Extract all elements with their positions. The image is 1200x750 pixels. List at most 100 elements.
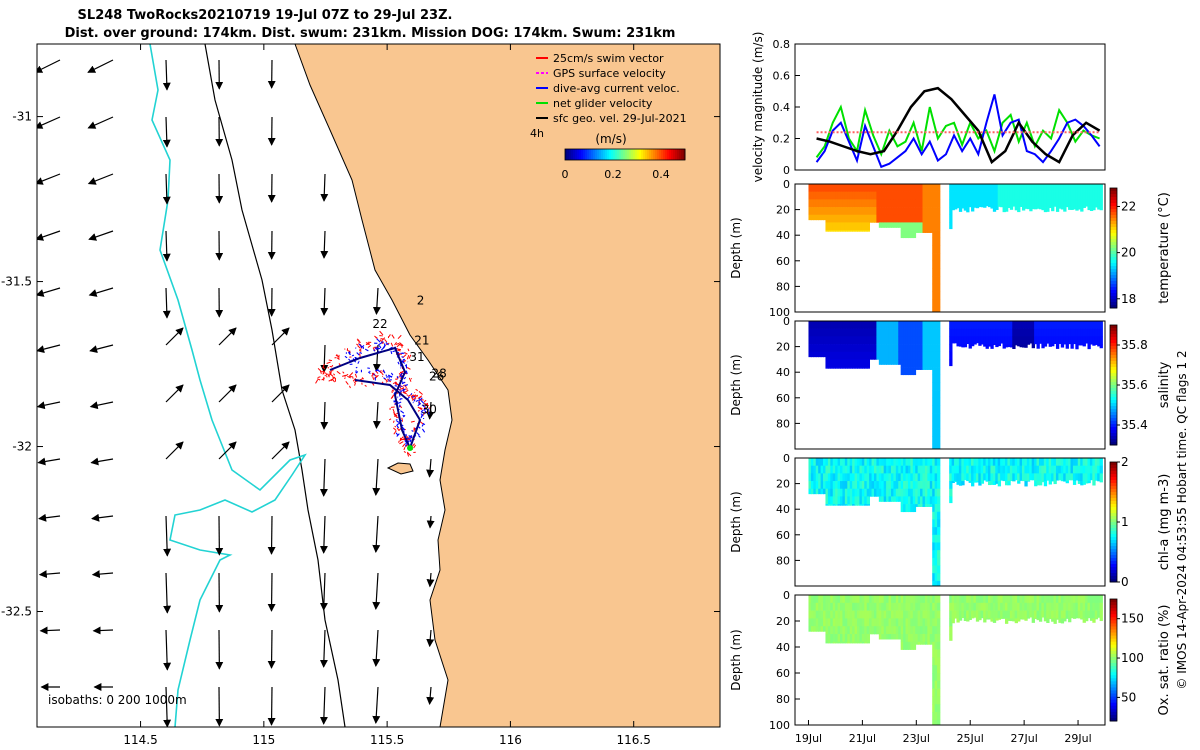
heatmap-cell [830, 481, 834, 490]
heatmap-cell [815, 344, 820, 353]
heatmap-cell [810, 328, 815, 337]
heatmap-cell [842, 351, 846, 360]
heatmap-cell [937, 634, 941, 643]
heatmap-cell [852, 504, 856, 506]
heatmap-colorbar-cell [1110, 576, 1117, 580]
heatmap-cell [954, 199, 958, 208]
heatmap-cell [898, 336, 902, 345]
heatmap-cell [1017, 336, 1021, 345]
heatmap-cell [818, 199, 822, 208]
heatmap-cell [990, 618, 994, 622]
heatmap-cell [857, 626, 861, 635]
heatmap-cell [920, 626, 924, 635]
heatmap-colorbar-tick-label: 20 [1121, 246, 1136, 260]
map-ytick-label: -32.5 [1, 605, 32, 619]
heatmap-cell [866, 191, 871, 200]
dive-avg-vector [418, 401, 420, 405]
heatmap-cell [1043, 465, 1048, 474]
heatmap-cell [886, 488, 890, 497]
heatmap-cell [847, 488, 851, 497]
heatmap-cell [937, 673, 941, 682]
heatmap-cell [922, 336, 926, 345]
heatmap-cell [1000, 199, 1004, 208]
heatmap-cell [1053, 199, 1057, 207]
heatmap-colorbar-cell [1110, 605, 1117, 609]
heatmap-cell [1021, 328, 1026, 337]
heatmap-cell [929, 336, 934, 345]
geo-arrow [37, 173, 61, 185]
swim-vector [317, 367, 322, 372]
heatmap-cell [827, 222, 832, 231]
heatmap-cell [932, 465, 936, 474]
heatmap-cell [922, 222, 926, 231]
heatmap-cell [922, 473, 926, 482]
heatmap-cell [924, 367, 929, 370]
heatmap-colorbar-cell [1110, 421, 1117, 425]
heatmap-cell [837, 610, 841, 619]
heatmap-cell [873, 488, 878, 497]
heatmap-cell [1094, 344, 1099, 345]
heatmap-cell [1072, 481, 1077, 485]
dive-avg-vector [351, 354, 355, 357]
heatmap-cell [895, 199, 900, 208]
heatmap-cell [1060, 184, 1065, 192]
heatmap-cell [900, 321, 904, 329]
swim-vector [428, 407, 432, 409]
heatmap-cell [876, 328, 880, 337]
heatmap-cell [920, 634, 924, 643]
heatmap-colorbar-cell [1110, 325, 1117, 329]
heatmap-cell [830, 618, 834, 627]
heatmap-cell [895, 465, 900, 474]
heatmap-cell [995, 328, 999, 337]
track-day-label: 31 [409, 350, 424, 364]
swim-vector [399, 386, 402, 389]
heatmap-cell [917, 602, 921, 611]
heatmap-ytick-label: 20 [776, 341, 790, 354]
heatmap-cell [864, 595, 868, 604]
heatmap-cell [842, 488, 846, 497]
heatmap-cell [929, 458, 934, 466]
heatmap-colorbar-cell [1110, 468, 1117, 472]
heatmap-cell [842, 496, 846, 505]
heatmap-cell [876, 610, 880, 619]
heatmap-cell [915, 504, 919, 507]
heatmap-cell [903, 321, 907, 329]
heatmap-cell [876, 481, 880, 490]
heatmap-cell [1026, 199, 1031, 208]
heatmap-cell [963, 344, 968, 348]
heatmap-cell [883, 634, 887, 640]
heatmap-cell [840, 488, 844, 497]
heatmap-cell [895, 481, 900, 490]
heatmap-cell [934, 527, 938, 536]
heatmap-cell [869, 488, 873, 497]
heatmap-cell [890, 214, 895, 223]
heatmap-cell [937, 657, 941, 666]
heatmap-cell [852, 367, 856, 369]
heatmap-cell [837, 222, 841, 231]
heatmap-cell [929, 610, 934, 619]
heatmap-cell [1024, 321, 1028, 329]
heatmap-cell [1075, 602, 1079, 611]
dive-avg-vector [393, 391, 396, 395]
map-colorbar-cell [591, 149, 594, 160]
heatmap-cell [820, 595, 824, 604]
heatmap-cell [917, 610, 921, 619]
heatmap-cell [915, 199, 919, 208]
heatmap-cell [840, 610, 844, 619]
heatmap-cell [859, 359, 863, 368]
heatmap-cell [1019, 595, 1023, 604]
heatmap-cell [1092, 473, 1096, 482]
heatmap-cell [961, 199, 965, 208]
heatmap-cell [1031, 602, 1035, 611]
heatmap-cell [861, 336, 866, 345]
heatmap-cell [1051, 595, 1055, 604]
heatmap-cell [818, 618, 822, 627]
heatmap-cell [1058, 618, 1062, 623]
heatmap-cell [920, 488, 924, 497]
heatmap-cell [810, 595, 815, 604]
heatmap-cell [924, 351, 929, 360]
heatmap-cell [886, 634, 890, 640]
heatmap-cell [847, 321, 851, 329]
heatmap-cell [1000, 458, 1004, 466]
heatmap-cell [815, 602, 820, 611]
